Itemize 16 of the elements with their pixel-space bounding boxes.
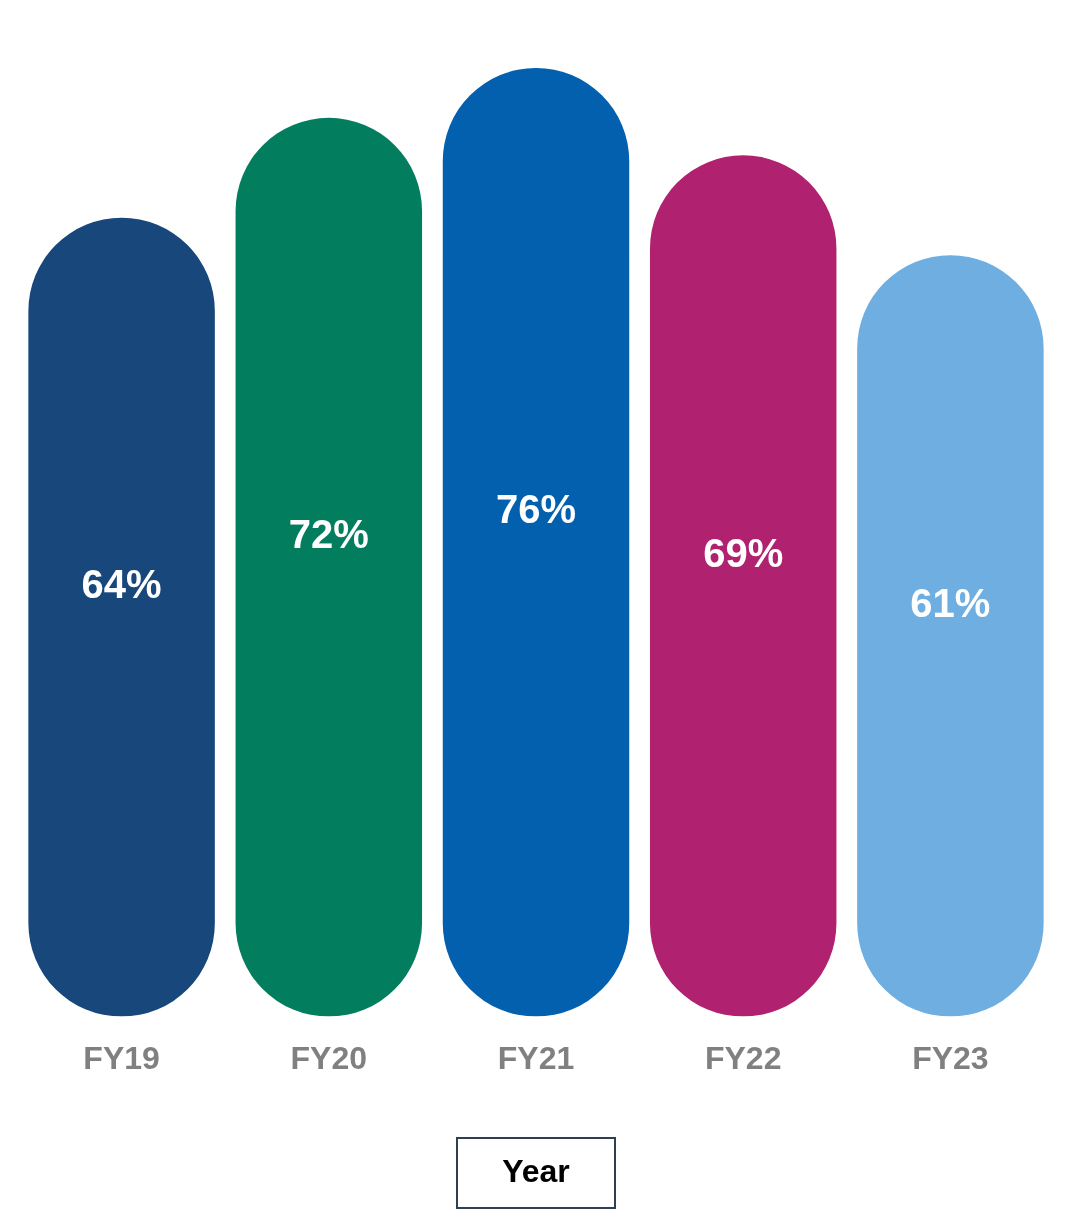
x-tick-label: FY21 <box>497 1039 575 1076</box>
x-tick-label: FY19 <box>83 1039 160 1076</box>
x-tick-label: FY22 <box>704 1039 782 1076</box>
bar <box>442 67 630 1017</box>
bar <box>857 255 1044 1017</box>
data-label: 64% <box>81 562 162 607</box>
data-label: 61% <box>910 580 991 625</box>
bar <box>649 155 837 1017</box>
bar <box>28 217 215 1017</box>
bar <box>235 117 423 1017</box>
x-tick-label: FY23 <box>912 1039 989 1076</box>
data-label: 69% <box>703 530 784 575</box>
x-axis-title: Year <box>502 1152 570 1189</box>
x-tick-label: FY20 <box>290 1039 368 1076</box>
data-label: 76% <box>495 487 577 532</box>
data-label: 72% <box>288 512 369 557</box>
